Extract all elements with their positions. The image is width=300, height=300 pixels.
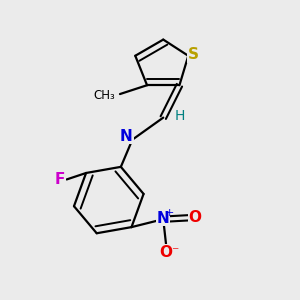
Text: O: O bbox=[160, 245, 173, 260]
Text: S: S bbox=[188, 47, 199, 62]
Text: CH₃: CH₃ bbox=[93, 89, 115, 102]
Text: N: N bbox=[157, 211, 169, 226]
Text: F: F bbox=[55, 172, 65, 187]
Text: O: O bbox=[189, 210, 202, 225]
Text: ⁻: ⁻ bbox=[171, 245, 179, 259]
Text: +: + bbox=[164, 208, 174, 218]
Text: H: H bbox=[174, 109, 184, 123]
Text: N: N bbox=[120, 129, 133, 144]
